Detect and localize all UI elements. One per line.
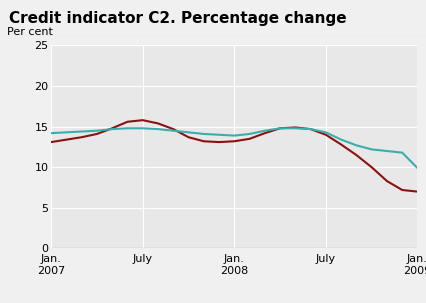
3 mth. mov.avg. — [339, 143, 344, 146]
3 mth. mov.avg. — [64, 138, 69, 142]
12 mth. — [64, 131, 69, 134]
3 mth. mov.avg. — [155, 122, 161, 125]
3 mth. mov.avg. — [79, 135, 84, 139]
3 mth. mov.avg. — [278, 126, 283, 130]
3 mth. mov.avg. — [323, 133, 328, 137]
3 mth. mov.avg. — [125, 120, 130, 124]
12 mth. — [125, 126, 130, 130]
12 mth. — [216, 133, 222, 137]
3 mth. mov.avg. — [247, 137, 252, 141]
12 mth. — [384, 149, 389, 153]
12 mth. — [400, 151, 405, 155]
12 mth. — [323, 131, 328, 134]
12 mth. — [278, 126, 283, 130]
3 mth. mov.avg. — [232, 139, 237, 143]
3 mth. mov.avg. — [49, 140, 54, 144]
Text: Per cent: Per cent — [7, 27, 53, 37]
3 mth. mov.avg. — [400, 188, 405, 192]
3 mth. mov.avg. — [186, 135, 191, 139]
12 mth. — [308, 127, 313, 131]
12 mth. — [247, 132, 252, 136]
Line: 3 mth. mov.avg.: 3 mth. mov.avg. — [51, 120, 417, 191]
12 mth. — [415, 166, 420, 170]
Line: 12 mth.: 12 mth. — [51, 128, 417, 168]
12 mth. — [262, 129, 268, 132]
12 mth. — [171, 129, 176, 132]
3 mth. mov.avg. — [216, 140, 222, 144]
3 mth. mov.avg. — [308, 127, 313, 131]
12 mth. — [94, 129, 99, 132]
12 mth. — [49, 131, 54, 135]
3 mth. mov.avg. — [369, 165, 374, 169]
3 mth. mov.avg. — [415, 190, 420, 193]
3 mth. mov.avg. — [109, 126, 115, 130]
12 mth. — [186, 131, 191, 134]
12 mth. — [369, 148, 374, 151]
3 mth. mov.avg. — [171, 127, 176, 131]
3 mth. mov.avg. — [94, 132, 99, 136]
12 mth. — [232, 134, 237, 137]
Text: Credit indicator C2. Percentage change: Credit indicator C2. Percentage change — [9, 11, 346, 26]
12 mth. — [155, 127, 161, 131]
3 mth. mov.avg. — [262, 131, 268, 135]
12 mth. — [201, 132, 206, 136]
12 mth. — [109, 127, 115, 131]
12 mth. — [354, 144, 359, 147]
3 mth. mov.avg. — [354, 153, 359, 157]
12 mth. — [339, 138, 344, 142]
3 mth. mov.avg. — [140, 118, 145, 122]
12 mth. — [140, 126, 145, 130]
3 mth. mov.avg. — [201, 139, 206, 143]
12 mth. — [79, 130, 84, 133]
3 mth. mov.avg. — [384, 179, 389, 183]
3 mth. mov.avg. — [293, 126, 298, 129]
12 mth. — [293, 126, 298, 130]
